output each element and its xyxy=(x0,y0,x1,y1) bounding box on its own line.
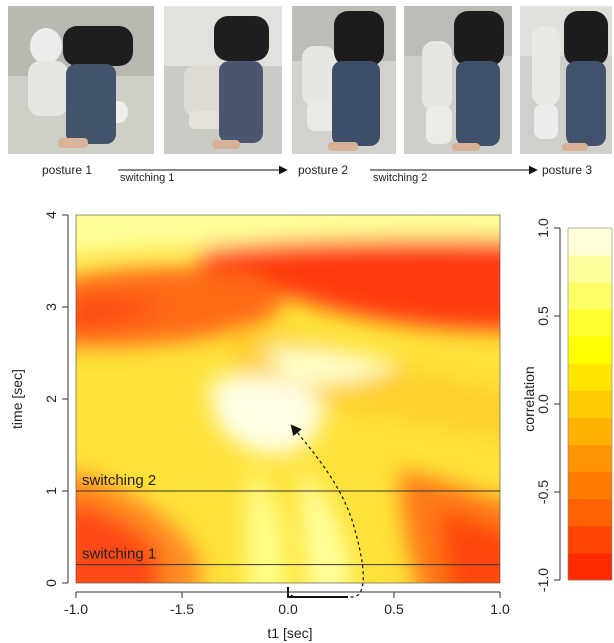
y-tick-label: 2 xyxy=(43,395,59,403)
posture-sequence: posture 1 switching 1 posture 2 switchin… xyxy=(0,160,614,188)
colorbar-tick-label: 1.0 xyxy=(535,218,551,238)
colorbar: -1.0 -0.5 0.0 0.5 1.0 xyxy=(535,218,613,592)
colorbar-swatch xyxy=(568,471,612,500)
posture-3-label: posture 3 xyxy=(542,163,593,177)
colorbar-swatch xyxy=(568,390,612,419)
colorbar-tick-label: -1.0 xyxy=(535,568,551,592)
posture-2-label: posture 2 xyxy=(298,163,349,177)
y-tick-label: 3 xyxy=(43,303,59,311)
photo-switching-2 xyxy=(404,6,512,154)
colorbar-swatch xyxy=(568,255,612,283)
x-tick-label: 0.5 xyxy=(384,601,404,617)
colorbar-swatch xyxy=(568,282,612,310)
photo-switching-1 xyxy=(164,6,282,154)
colorbar-tick-label: 0.0 xyxy=(535,394,551,414)
x-axis: -1.0 -1.5 0.0 0.5 1.0 xyxy=(64,591,510,617)
colorbar-swatch xyxy=(568,228,612,256)
switching-1-annotation: switching 1 xyxy=(82,546,156,563)
x-axis-label: t1 [sec] xyxy=(267,625,312,641)
photo-posture-2 xyxy=(292,6,396,154)
colorbar-tick-label: 0.5 xyxy=(535,306,551,326)
photo-posture-1 xyxy=(8,6,154,154)
switching-1-label: switching 1 xyxy=(120,172,175,184)
colorbar-swatch xyxy=(568,336,612,364)
heatmap-surface xyxy=(76,215,500,583)
colorbar-swatch xyxy=(568,309,612,337)
photo-strip xyxy=(0,0,614,160)
colorbar-label: correlation xyxy=(521,366,537,431)
colorbar-tick-label: -0.5 xyxy=(535,480,551,504)
y-tick-label: 0 xyxy=(43,579,59,587)
posture-1-label: posture 1 xyxy=(42,163,93,177)
colorbar-swatch xyxy=(568,363,612,391)
y-tick-label: 1 xyxy=(43,487,59,495)
switching-2-label: switching 2 xyxy=(373,172,428,184)
x-tick-label: 0.0 xyxy=(278,601,298,617)
x-tick-label: -1.0 xyxy=(64,601,88,617)
switching-lines: switching 1 switching 2 xyxy=(76,472,500,566)
photo-posture-3 xyxy=(520,6,612,154)
colorbar-swatch xyxy=(568,525,612,554)
colorbar-swatch xyxy=(568,552,612,581)
y-axis-label: time [sec] xyxy=(9,369,25,429)
y-axis: 0 1 2 3 4 xyxy=(43,211,69,587)
x-tick-label: 1.0 xyxy=(490,601,510,617)
colorbar-swatch xyxy=(568,417,612,446)
plot-frame xyxy=(75,214,501,584)
switching-2-annotation: switching 2 xyxy=(82,472,156,489)
colorbar-frame xyxy=(567,227,613,581)
y-tick-label: 4 xyxy=(43,211,59,219)
colorbar-swatch xyxy=(568,498,612,527)
x-tick-label: -1.5 xyxy=(170,601,194,617)
colorbar-swatch xyxy=(568,444,612,473)
